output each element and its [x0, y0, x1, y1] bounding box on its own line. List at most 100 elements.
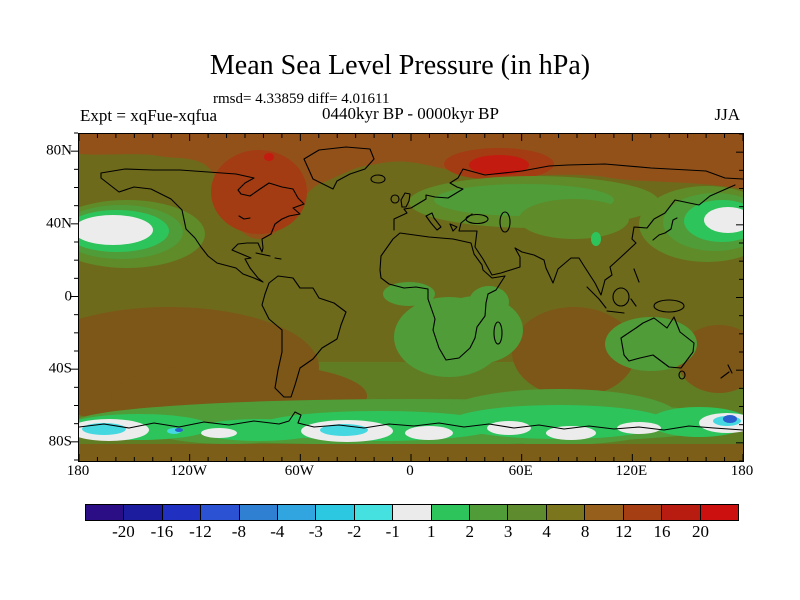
y-axis-outer-ticks — [71, 132, 78, 461]
colorbar-level-label: 3 — [503, 522, 513, 541]
coast-north-america — [100, 168, 305, 283]
coast-east-asia — [458, 184, 736, 296]
region-antarctic-cyan-1 — [82, 423, 126, 435]
colorbar-segment — [662, 505, 701, 520]
coast-madagascar — [493, 321, 503, 345]
colorbar-segment — [354, 505, 394, 520]
colorbar-segment — [546, 505, 586, 520]
region-venezuela-green — [383, 282, 435, 306]
colorbar-level-label: -1 — [385, 522, 400, 541]
coast-cuba — [255, 252, 282, 260]
y-axis-tick-label: 40N — [46, 215, 72, 232]
season-label: JJA — [714, 105, 740, 124]
colorbar-segment — [393, 505, 432, 520]
experiment-label: Expt = xqFue-xqfua — [80, 106, 218, 125]
region-n-pacific-low-white — [79, 215, 153, 245]
coast-australia — [620, 316, 695, 369]
x-axis-tick-label: 60E — [508, 463, 533, 479]
x-axis-tick-label: 120W — [170, 463, 207, 479]
region-baffin-max-spot — [264, 153, 274, 161]
page-title: Mean Sea Level Pressure (in hPa) — [209, 50, 591, 81]
coast-south-america — [261, 275, 347, 398]
coast-ireland — [390, 194, 400, 204]
region-tibet-bright-spot — [591, 232, 601, 246]
colorbar-level-label: -3 — [308, 522, 323, 541]
y-axis-tick-label: 40S — [48, 360, 72, 377]
y-axis-tick-label: 80N — [46, 142, 72, 159]
colorbar-segment — [508, 505, 547, 520]
coast-new-guinea — [653, 299, 685, 313]
colorbar — [85, 504, 739, 521]
colorbar-level-label: 12 — [615, 522, 633, 541]
y-axis-tick-label: 0 — [64, 288, 73, 304]
colorbar-level-label: -20 — [112, 522, 135, 541]
coast-italy — [425, 212, 442, 231]
region-antarctic-white-5 — [546, 426, 596, 440]
period-label: 0440kyr BP - 0000kyr BP — [322, 104, 499, 123]
x-axis-tick-label: 120E — [615, 463, 648, 479]
colorbar-segment — [278, 505, 317, 520]
coast-borneo — [612, 287, 630, 307]
region-antarctic-white-3 — [405, 426, 453, 440]
x-axis-tick-label: 180 — [730, 463, 754, 479]
coast-britain — [400, 192, 411, 208]
coast-philippines — [633, 268, 640, 283]
region-australia-green — [605, 317, 697, 371]
region-nw-pacific-low-white — [704, 207, 743, 233]
coast-iceland — [370, 174, 386, 184]
colorbar-segment — [623, 505, 663, 520]
region-central-asia-lobe — [519, 199, 629, 239]
colorbar-level-label: 4 — [542, 522, 551, 541]
anomaly-fill-layers — [79, 134, 743, 461]
region-east-africa-green — [469, 286, 509, 318]
x-axis-tick-label: 0 — [406, 463, 414, 479]
map-inner-ticks — [79, 134, 743, 461]
x-axis-labels: 180 120W 60W 0 60E 120E 180 — [67, 463, 754, 483]
colorbar-level-label: -12 — [189, 522, 212, 541]
y-axis-tick-label: 80S — [48, 433, 72, 450]
region-kara-sea-max — [469, 155, 529, 175]
colorbar-segment — [431, 505, 471, 520]
coast-greenland — [303, 146, 375, 190]
region-indian-ocean-high — [512, 307, 636, 397]
colorbar-segment — [124, 505, 163, 520]
region-antarctic-white-4 — [487, 421, 531, 435]
region-ross-sea-blue-min — [723, 415, 737, 423]
colorbar-segment — [239, 505, 279, 520]
colorbar-segment — [316, 505, 355, 520]
coast-sulawesi — [630, 298, 637, 307]
coast-japan — [652, 217, 678, 241]
coast-tasmania — [678, 370, 686, 380]
colorbar-labels: -20 -16 -12 -8 -4 -3 -2 -1 1 2 3 4 8 12 16 20 — [85, 522, 739, 544]
coast-great-lakes — [238, 215, 251, 220]
region-antarctic-white-6 — [617, 422, 661, 434]
colorbar-level-label: 8 — [580, 522, 590, 541]
colorbar-segment — [470, 505, 509, 520]
colorbar-segment — [162, 505, 202, 520]
coast-black-sea — [465, 213, 489, 225]
coast-europe-arctic — [393, 163, 743, 231]
coast-greece — [449, 223, 458, 232]
colorbar-level-label: -8 — [231, 522, 246, 541]
rmsd-diff-stats: rmsd= 4.33859 diff= 4.01611 — [213, 91, 390, 107]
x-axis-tick-label: 180 — [66, 463, 90, 479]
region-antarctic-interior-band — [79, 444, 743, 461]
colorbar-level-label: -2 — [347, 522, 362, 541]
colorbar-level-label: -16 — [150, 522, 174, 541]
coast-caspian-sea — [499, 211, 511, 233]
colorbar-segment — [585, 505, 624, 520]
contour-map — [79, 134, 743, 461]
coast-java — [606, 310, 625, 314]
colorbar-level-label: 16 — [653, 522, 671, 541]
colorbar-level-label: 1 — [426, 522, 436, 541]
colorbar-level-label: 20 — [692, 522, 710, 541]
coast-sumatra — [586, 286, 607, 309]
colorbar-level-label: -4 — [270, 522, 285, 541]
coast-new-zealand — [720, 364, 733, 379]
map-frame — [78, 133, 744, 462]
coastlines — [79, 146, 743, 431]
coast-africa — [379, 232, 506, 361]
colorbar-segment — [86, 505, 125, 520]
region-bellingshausen-blue-min — [175, 428, 183, 432]
colorbar-segment — [700, 505, 738, 520]
